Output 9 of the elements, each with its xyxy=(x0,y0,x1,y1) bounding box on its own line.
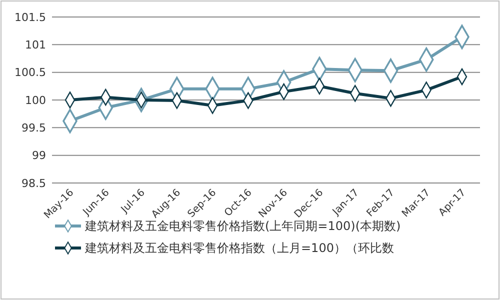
y-tick-label: 101.5 xyxy=(14,10,46,24)
y-tick-label: 100.5 xyxy=(14,66,46,80)
y-tick-label: 100 xyxy=(25,94,46,107)
y-tick-label: 99.5 xyxy=(22,122,46,135)
y-tick-label: 101 xyxy=(25,38,46,52)
legend-label: 建筑材料及五金电料零售价格指数(上年同期=100)(本期数) xyxy=(84,219,401,234)
legend-label: 建筑材料及五金电料零售价格指数（上月=100）（环比数 xyxy=(84,241,394,256)
y-tick-label: 98.5 xyxy=(22,176,46,190)
y-tick-label: 99 xyxy=(32,149,46,162)
